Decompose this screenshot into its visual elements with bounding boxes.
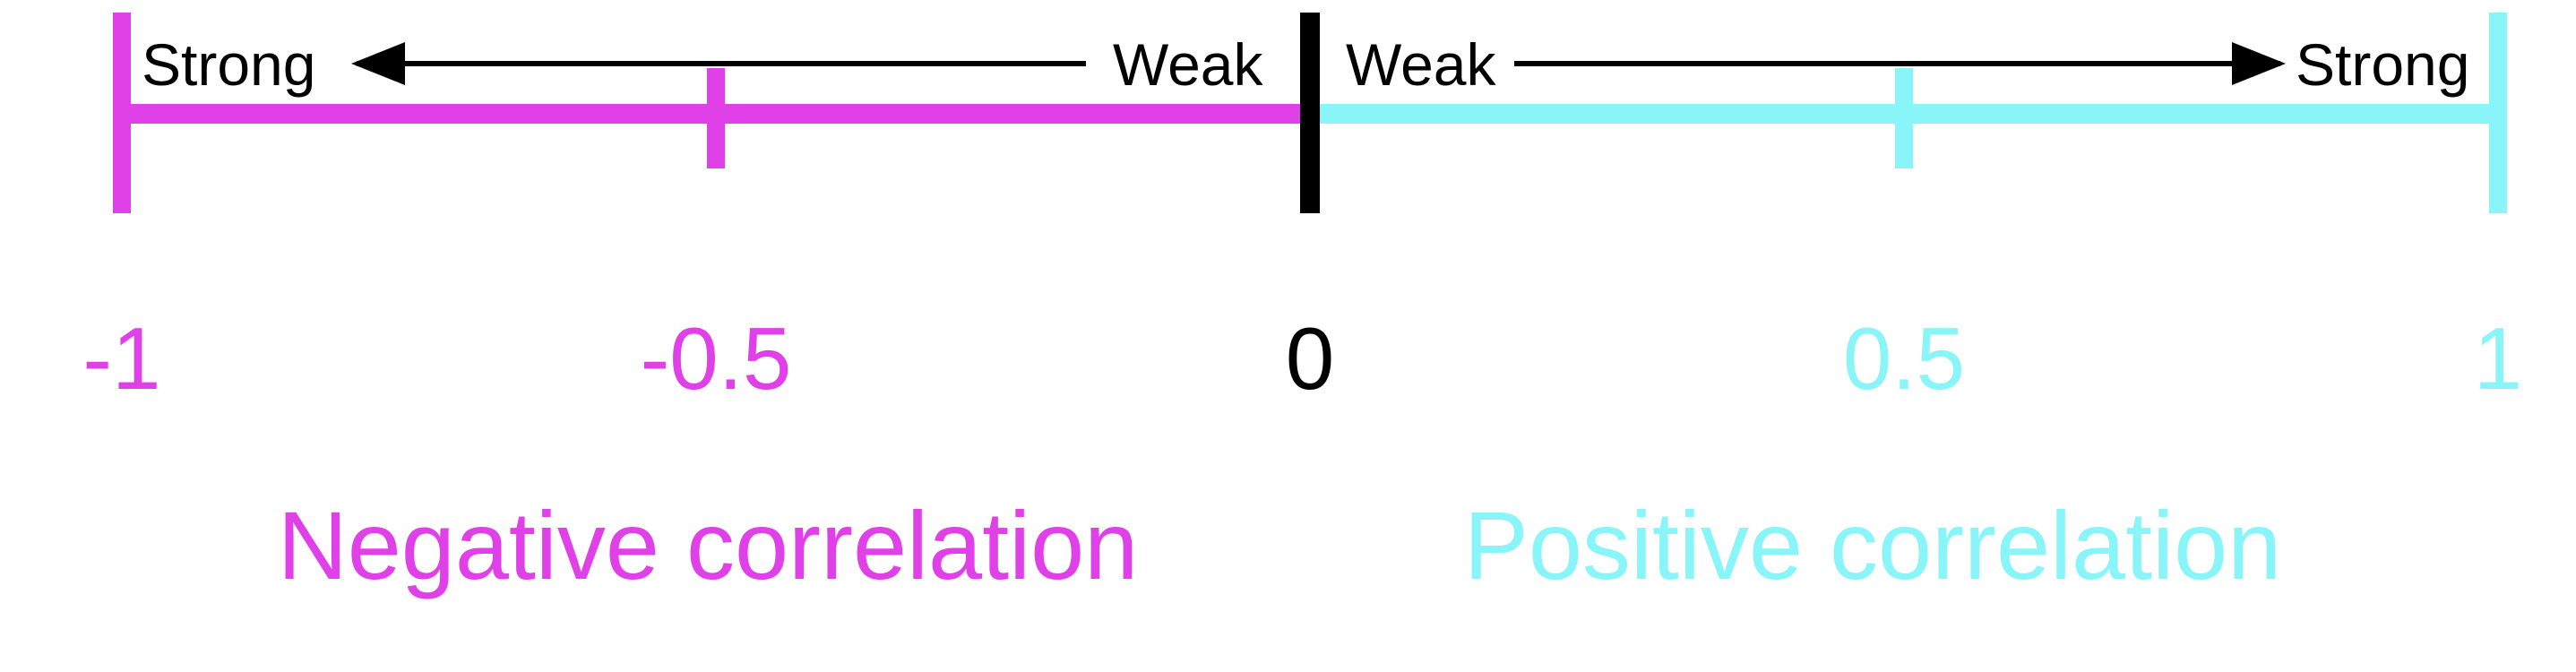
tick-label: -0.5 (641, 309, 792, 408)
tick-label: 1 (2474, 309, 2523, 408)
tick-labels: -1 -0.5 0 0.5 1 (82, 309, 2522, 408)
positive-weak-label: Weak (1346, 31, 1497, 98)
positive-strong-label: Strong (2296, 31, 2469, 98)
negative-strong-label: Strong (142, 31, 315, 98)
tick-label: -1 (82, 309, 160, 408)
negative-correlation-label: Negative correlation (278, 491, 1139, 599)
negative-weak-label: Weak (1113, 31, 1264, 98)
positive-correlation-label: Positive correlation (1464, 491, 2281, 599)
tick-label: 0.5 (1843, 309, 1965, 408)
tick-marks (113, 13, 2507, 213)
tick-label: 0 (1286, 309, 1335, 408)
